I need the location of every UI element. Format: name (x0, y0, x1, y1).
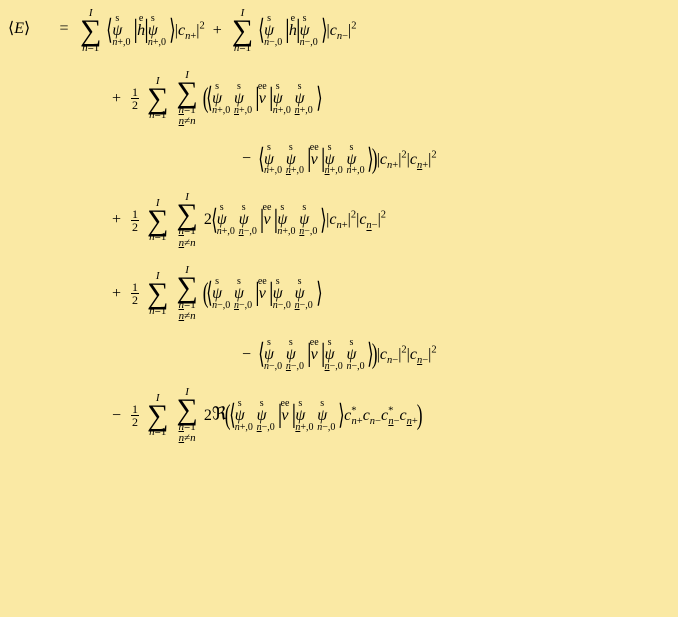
equation-line-5: + 12 I ∑ n=1 I ∑ n=1 n≠n (⟨ψsn−,0 ψsn−,0… (8, 263, 670, 323)
plus-icon: + (213, 22, 222, 39)
equation-line-3: − ⟨ψsn+,0 ψsn+,0 |vee |ψsn+,0 ψsn+,0 ⟩)|… (8, 142, 670, 176)
one-half: 12 (131, 87, 139, 111)
rhs-line-6: − ⟨ψsn−,0 ψsn−,0 |vee |ψsn−,0 ψsn−,0 ⟩)|… (78, 337, 670, 371)
rangle-icon: ⟩ (169, 15, 175, 47)
sum-lower: n=1 (80, 43, 101, 55)
rhs-line-3: − ⟨ψsn+,0 ψsn+,0 |vee |ψsn+,0 ψsn+,0 ⟩)|… (78, 142, 670, 176)
psi-term: ψsn+,0 (148, 22, 158, 41)
rhs-line-5: + 12 I ∑ n=1 I ∑ n=1 n≠n (⟨ψsn−,0 ψsn−,0… (78, 263, 670, 323)
sum-1b: I ∑ n=1 (232, 8, 253, 54)
sum-1a: I ∑ n=1 (80, 8, 101, 54)
equation-line-4: + 12 I ∑ n=1 I ∑ n=1 n≠n 2⟨ψsn+,0 ψsn−,0… (8, 190, 670, 250)
rhs-line-1: I ∑ n=1 ⟨ψsn+,0 |he|ψsn+,0 ⟩|cn+|2 + I ∑… (78, 6, 670, 54)
sigma-icon: ∑ (80, 18, 101, 44)
rhs-line-7: − 12 I ∑ n=1 I ∑ n=1 n≠n 2ℜ(⟨ψsn+,0 ψsn−… (78, 385, 670, 445)
equation-line-7: − 12 I ∑ n=1 I ∑ n=1 n≠n 2ℜ(⟨ψsn+,0 ψsn−… (8, 385, 670, 445)
c-product: c*n+cn−c*n−cn+ (344, 407, 418, 425)
equation-line-2: + 12 I ∑ n=1 I ∑ n=1 n≠n (⟨ψsn+,0 ψsn+,0… (8, 68, 670, 128)
rparen-icon: ) (372, 144, 378, 176)
psi-term: ψsn+,0 (112, 22, 122, 41)
sum-2b: I ∑ n=1 n≠n (176, 70, 197, 128)
rhs-line-2: + 12 I ∑ n=1 I ∑ n=1 n≠n (⟨ψsn+,0 ψsn+,0… (78, 68, 670, 128)
equation-line-6: − ⟨ψsn−,0 ψsn−,0 |vee |ψsn−,0 ψsn−,0 ⟩)|… (8, 337, 670, 371)
equals-sign: = (50, 6, 78, 38)
lhs: ⟨E⟩ (8, 6, 50, 38)
sum-2a: I ∑ n=1 (147, 76, 168, 122)
equation-line-1: ⟨E⟩ = I ∑ n=1 ⟨ψsn+,0 |he|ψsn+,0 ⟩|cn+|2… (8, 6, 670, 54)
rhs-line-4: + 12 I ∑ n=1 I ∑ n=1 n≠n 2⟨ψsn+,0 ψsn−,0… (78, 190, 670, 250)
equation-container: ⟨E⟩ = I ∑ n=1 ⟨ψsn+,0 |he|ψsn+,0 ⟩|cn+|2… (0, 0, 678, 453)
modsq: |cn+|2 (175, 22, 205, 40)
